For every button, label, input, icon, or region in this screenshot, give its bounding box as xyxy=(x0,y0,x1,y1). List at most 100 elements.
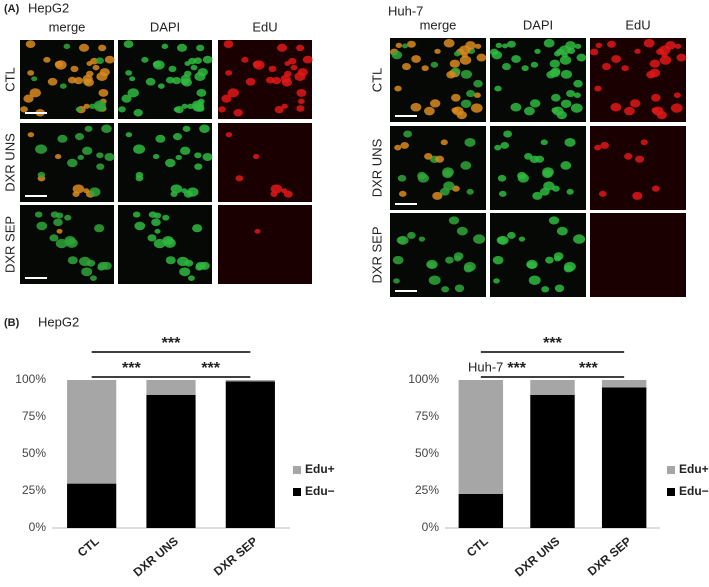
nucleus xyxy=(445,256,454,264)
y-tick-label: 75% xyxy=(415,409,439,423)
nucleus xyxy=(449,59,460,68)
nucleus xyxy=(646,71,656,79)
nucleus xyxy=(170,191,178,198)
nucleus xyxy=(521,65,529,72)
nucleus xyxy=(225,132,233,138)
nucleus xyxy=(284,61,291,66)
group-title: HepG2 xyxy=(28,0,69,15)
nucleus xyxy=(95,57,104,64)
nucleus xyxy=(574,43,582,49)
nucleus xyxy=(254,228,261,234)
y-tick-label: 100% xyxy=(15,372,46,386)
nucleus xyxy=(297,68,308,77)
nucleus xyxy=(524,106,535,116)
nucleus xyxy=(154,228,161,234)
nucleus xyxy=(528,275,541,286)
nucleus xyxy=(456,111,467,120)
nucleus xyxy=(184,61,191,66)
nucleus xyxy=(155,134,166,143)
nucleus xyxy=(607,40,616,48)
nucleus xyxy=(461,52,468,58)
nucleus xyxy=(181,188,188,194)
nucleus xyxy=(673,92,681,99)
nucleus xyxy=(172,133,182,141)
y-tick-label: 50% xyxy=(415,446,439,460)
nucleus xyxy=(424,106,435,116)
nucleus xyxy=(507,231,516,239)
nucleus xyxy=(132,211,141,218)
row-label: CTL xyxy=(369,68,384,93)
nucleus xyxy=(573,79,583,88)
nucleus xyxy=(517,173,529,183)
nucleus xyxy=(643,38,655,48)
nucleus xyxy=(432,191,443,200)
nucleus xyxy=(518,236,526,242)
nucleus xyxy=(465,41,476,50)
nucleus xyxy=(496,236,507,245)
nucleus xyxy=(79,256,91,267)
nucleus xyxy=(448,216,460,225)
nucleus xyxy=(50,211,59,218)
nucleus xyxy=(651,93,661,102)
x-tick-label: CTL xyxy=(464,534,491,560)
micrograph xyxy=(490,213,586,297)
nucleus xyxy=(245,77,256,86)
row-label: DXR UNS xyxy=(2,133,17,192)
nucleus xyxy=(594,144,602,151)
nucleus xyxy=(493,278,500,284)
nucleus xyxy=(498,190,507,197)
nucleus xyxy=(589,48,599,56)
nucleus xyxy=(64,235,76,245)
nucleus xyxy=(566,188,574,195)
x-tick-label: DXR SEP xyxy=(585,534,634,579)
y-tick-label: 25% xyxy=(22,483,46,497)
nucleus xyxy=(74,133,84,141)
nucleus xyxy=(507,40,516,48)
legend-swatch xyxy=(667,488,675,496)
nucleus xyxy=(649,59,660,68)
x-tick-label: DXR UNS xyxy=(131,534,181,579)
nucleus xyxy=(542,169,553,179)
nucleus xyxy=(129,76,136,82)
x-tick-label: DXR SEP xyxy=(211,534,260,579)
nucleus xyxy=(494,85,502,92)
nucleus xyxy=(89,275,97,281)
nucleus xyxy=(173,107,180,112)
significance-label: *** xyxy=(579,360,598,377)
nucleus xyxy=(194,163,203,170)
nucleus xyxy=(197,68,208,77)
nucleus xyxy=(127,88,139,98)
nucleus xyxy=(147,234,157,242)
nucleus xyxy=(510,102,522,112)
chart-title: Huh-7 xyxy=(468,359,503,374)
nucleus xyxy=(398,190,407,197)
nucleus xyxy=(89,187,101,197)
y-tick-label: 0% xyxy=(422,520,440,534)
nucleus xyxy=(152,60,161,68)
nucleus xyxy=(421,65,429,72)
bar-segment xyxy=(225,381,275,528)
nucleus xyxy=(464,261,476,272)
nucleus xyxy=(241,56,249,63)
nucleus xyxy=(392,255,404,265)
nucleus xyxy=(576,53,587,62)
nucleus xyxy=(534,48,541,54)
nucleus xyxy=(559,55,572,65)
x-tick-label: CTL xyxy=(75,534,102,560)
nucleus xyxy=(23,94,34,103)
nucleus xyxy=(180,146,191,155)
nucleus xyxy=(495,42,503,48)
nucleus xyxy=(252,60,261,68)
nucleus xyxy=(53,218,63,227)
nucleus xyxy=(600,141,610,149)
nucleus xyxy=(104,152,115,162)
nucleus xyxy=(442,169,453,179)
nucleus xyxy=(440,139,448,146)
nucleus xyxy=(302,55,313,64)
nucleus xyxy=(543,38,555,48)
nucleus xyxy=(99,68,110,77)
nucleus xyxy=(624,153,633,160)
legend-swatch xyxy=(667,466,675,474)
nucleus xyxy=(184,70,192,77)
nucleus xyxy=(67,158,78,168)
